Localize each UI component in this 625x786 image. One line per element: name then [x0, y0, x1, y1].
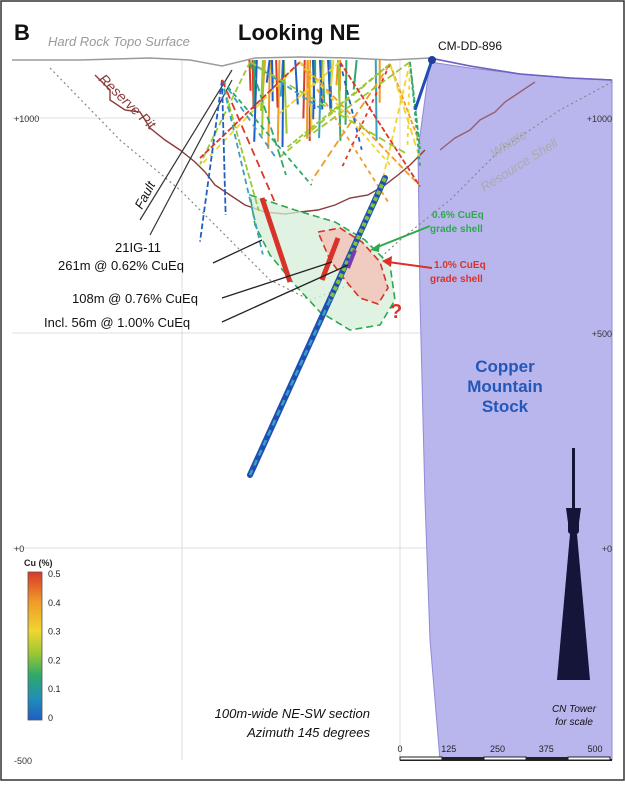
question-mark: ?: [390, 301, 402, 323]
stock-label-2: Mountain: [467, 377, 543, 396]
section-label-1: 100m-wide NE-SW section: [215, 706, 370, 721]
drill-hole: [282, 60, 283, 147]
legend-tick-label: 0: [48, 713, 53, 723]
drill-hole: [376, 60, 377, 140]
legend-tick-label: 0.1: [48, 684, 61, 694]
elev-1000-right: +1000: [587, 114, 612, 124]
shell-low-label-2: grade shell: [430, 224, 483, 235]
shell-high-label-1: 1.0% CuEq: [434, 260, 486, 271]
panel-letter: B: [14, 20, 30, 45]
elev-0-right: +0: [602, 544, 612, 554]
intercept-1-label: 261m @ 0.62% CuEq: [58, 258, 184, 273]
drill-hole: [323, 60, 324, 82]
intercept-2-label: 108m @ 0.76% CuEq: [72, 291, 198, 306]
drillhole-label: CM-DD-896: [438, 39, 502, 53]
scale-tick-label: 375: [539, 744, 554, 754]
drill-hole: [272, 60, 273, 101]
intercept-3-label: Incl. 56m @ 1.00% CuEq: [44, 315, 190, 330]
tower-label-2: for scale: [555, 717, 593, 728]
stock-label-3: Stock: [482, 397, 529, 416]
figure-title: Looking NE: [238, 20, 360, 45]
elev-500-right: +500: [592, 329, 612, 339]
elev-1000-left: +1000: [14, 114, 39, 124]
tower-label-1: CN Tower: [552, 704, 597, 715]
shell-low-label-1: 0.6% CuEq: [432, 210, 484, 221]
scale-tick-label: 125: [441, 744, 456, 754]
elev-0-left: +0: [14, 544, 24, 554]
legend-tick-label: 0.2: [48, 655, 61, 665]
hole-name-label: 21IG-11: [115, 240, 161, 255]
topo-surface-label: Hard Rock Topo Surface: [48, 34, 190, 49]
section-label-2: Azimuth 145 degrees: [246, 725, 370, 740]
cu-colorbar: [28, 572, 42, 720]
legend-tick-label: 0.5: [48, 569, 61, 579]
legend-title: Cu (%): [24, 558, 53, 568]
scale-tick-label: 0: [397, 744, 402, 754]
legend-tick-label: 0.4: [48, 598, 61, 608]
stock-label-1: Copper: [475, 357, 535, 376]
elev-minus500-left: -500: [14, 756, 32, 766]
scale-tick-label: 250: [490, 744, 505, 754]
scale-tick-label: 500: [587, 744, 602, 754]
legend-tick-label: 0.3: [48, 627, 61, 637]
shell-high-label-2: grade shell: [430, 274, 483, 285]
